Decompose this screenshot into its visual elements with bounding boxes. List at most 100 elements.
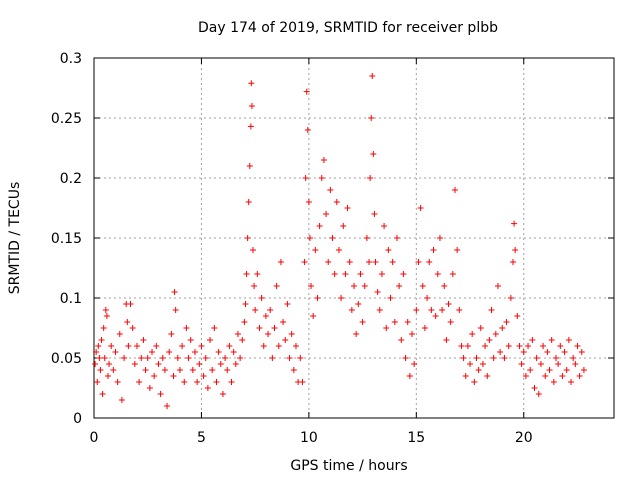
data-point (224, 367, 231, 373)
data-point (430, 247, 437, 253)
data-point (92, 361, 99, 367)
data-point (368, 115, 375, 121)
data-point (552, 355, 559, 361)
axis-ticks: 0 5 10 15 20 0 0.05 0.1 0.15 0.2 0.25 0.3 (51, 51, 614, 446)
data-point (280, 319, 287, 325)
data-point (217, 361, 224, 367)
data-point (338, 295, 345, 301)
data-point (159, 355, 166, 361)
data-point (376, 307, 383, 313)
data-point (385, 247, 392, 253)
data-point (497, 349, 504, 355)
y-tick-label: 0.3 (60, 51, 82, 67)
data-point (244, 235, 251, 241)
data-point (275, 343, 282, 349)
data-point (252, 307, 259, 313)
data-point (555, 361, 562, 367)
data-point (561, 349, 568, 355)
data-point (282, 337, 289, 343)
data-point (436, 235, 443, 241)
data-point (494, 283, 501, 289)
data-point (510, 259, 517, 265)
data-point (348, 307, 355, 313)
data-point (389, 259, 396, 265)
data-point (133, 343, 140, 349)
data-point (522, 373, 529, 379)
data-point (409, 331, 416, 337)
x-tick-label: 0 (90, 430, 99, 446)
data-point (100, 325, 107, 331)
data-point (525, 343, 532, 349)
y-tick-label: 0.25 (51, 111, 82, 127)
data-point (136, 379, 143, 385)
data-point (411, 361, 418, 367)
data-point (514, 313, 521, 319)
data-point (426, 259, 433, 265)
data-point (363, 235, 370, 241)
data-point (151, 373, 158, 379)
x-tick-label: 10 (300, 430, 318, 446)
data-point (213, 379, 220, 385)
data-point (518, 361, 525, 367)
data-point (191, 349, 198, 355)
data-point (462, 373, 469, 379)
data-point (421, 325, 428, 331)
data-point (121, 355, 128, 361)
data-point (301, 259, 308, 265)
data-point (96, 355, 103, 361)
data-point (378, 271, 385, 277)
data-point (456, 307, 463, 313)
data-point (544, 349, 551, 355)
grid (94, 58, 614, 418)
data-point (445, 301, 452, 307)
data-point (505, 343, 512, 349)
data-point (366, 259, 373, 265)
data-point (258, 295, 265, 301)
data-point (194, 379, 201, 385)
data-point (149, 349, 156, 355)
y-tick-label: 0.15 (51, 231, 82, 247)
data-point (297, 355, 304, 361)
data-point (439, 307, 446, 313)
data-point (250, 247, 257, 253)
data-point (144, 355, 151, 361)
data-point (196, 361, 203, 367)
data-point (400, 271, 407, 277)
data-point (484, 373, 491, 379)
data-point (246, 163, 253, 169)
data-point (305, 199, 312, 205)
data-point (222, 355, 229, 361)
data-point (424, 295, 431, 301)
data-point (260, 343, 267, 349)
data-point (299, 379, 306, 385)
data-point (242, 301, 249, 307)
data-point (95, 343, 102, 349)
y-axis-label: SRMTID / TECUs (7, 182, 23, 295)
x-tick-label: 5 (197, 430, 206, 446)
data-point (548, 337, 555, 343)
data-point (535, 391, 542, 397)
data-point (372, 259, 379, 265)
data-point (226, 343, 233, 349)
data-point (576, 373, 583, 379)
data-point (267, 307, 274, 313)
data-point (357, 271, 364, 277)
data-point (574, 343, 581, 349)
y-tick-label: 0.2 (60, 171, 82, 187)
data-point (441, 283, 448, 289)
data-point (507, 295, 514, 301)
data-point (460, 355, 467, 361)
data-point (99, 391, 106, 397)
data-point (204, 385, 211, 391)
data-point (211, 325, 218, 331)
data-point (118, 397, 125, 403)
data-point (563, 367, 570, 373)
data-point (578, 349, 585, 355)
x-axis-label: GPS time / hours (290, 458, 407, 474)
data-point (516, 343, 523, 349)
y-tick-label: 0.1 (60, 291, 82, 307)
data-point (419, 283, 426, 289)
data-point (171, 289, 178, 295)
data-point (277, 259, 284, 265)
data-point (475, 367, 482, 373)
